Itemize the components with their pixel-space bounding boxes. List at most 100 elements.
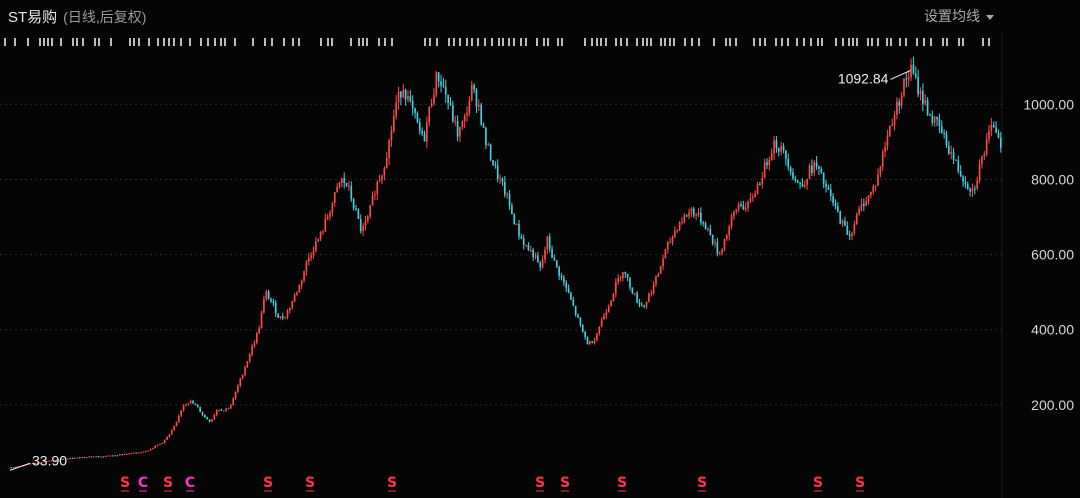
- candle-body: [485, 127, 487, 146]
- candle-body: [801, 184, 804, 187]
- candle-body: [773, 140, 775, 154]
- event-tick: [82, 38, 84, 46]
- candle-body: [303, 271, 305, 281]
- candle-body: [263, 298, 265, 313]
- candle-body: [104, 456, 107, 458]
- candle-body: [730, 216, 733, 227]
- event-tick: [605, 38, 607, 46]
- candle-body: [402, 89, 405, 98]
- candle-body: [593, 340, 596, 344]
- candle-body: [865, 201, 868, 206]
- candle-body: [822, 172, 825, 184]
- event-marker-s[interactable]: S: [617, 475, 627, 491]
- candle-body: [718, 252, 721, 254]
- candle-body: [385, 158, 388, 169]
- candle-body: [315, 241, 317, 251]
- candle-body: [189, 400, 192, 403]
- candle-body: [199, 407, 201, 413]
- candle-body: [364, 220, 367, 227]
- candle-body: [45, 460, 48, 462]
- candle-body: [310, 255, 312, 258]
- high-price-label: 1092.84: [838, 70, 889, 86]
- event-marker-s[interactable]: S: [305, 475, 315, 491]
- candle-body: [322, 231, 324, 233]
- candle-body: [222, 410, 225, 412]
- candle-body: [726, 235, 728, 240]
- event-tick: [781, 38, 783, 46]
- event-tick: [39, 38, 41, 46]
- candle-body: [305, 261, 308, 272]
- candle-body: [603, 315, 605, 320]
- event-marker-c[interactable]: C: [185, 475, 195, 491]
- candle-body: [178, 415, 180, 422]
- candle-body: [716, 242, 719, 254]
- candle-body: [695, 214, 697, 216]
- candle-body: [237, 385, 239, 392]
- candle-body: [381, 175, 383, 181]
- candle-body: [662, 258, 664, 267]
- candle-body: [787, 158, 790, 168]
- candle-body: [170, 430, 173, 435]
- event-tick: [557, 38, 559, 46]
- event-tick: [664, 38, 666, 46]
- candle-body: [766, 162, 768, 166]
- candle-body: [227, 407, 230, 409]
- candle-body: [633, 292, 636, 294]
- candle-body: [154, 445, 157, 449]
- event-tick: [835, 38, 837, 46]
- candle-body: [211, 419, 213, 422]
- candle-body: [917, 76, 919, 95]
- candle-body: [539, 262, 542, 268]
- event-tick: [133, 38, 135, 46]
- annotations: 1092.84 33.90: [9, 69, 911, 471]
- event-marker-s[interactable]: S: [387, 475, 397, 491]
- event-marker-s[interactable]: S: [120, 475, 130, 491]
- candle-body: [421, 130, 423, 134]
- event-tick: [292, 38, 294, 46]
- event-marker-s[interactable]: S: [263, 475, 273, 491]
- candle-body: [926, 100, 929, 115]
- candle-body: [905, 78, 908, 80]
- event-marker-s[interactable]: S: [697, 475, 707, 491]
- event-marker-s[interactable]: S: [535, 475, 545, 491]
- candle-body: [881, 151, 884, 168]
- candle-body: [565, 282, 568, 289]
- set-moving-average-button[interactable]: 设置均线: [924, 6, 994, 26]
- candle-body: [796, 180, 799, 184]
- candle-body: [255, 333, 258, 343]
- event-marker-s[interactable]: S: [163, 475, 173, 491]
- event-tick: [168, 38, 170, 46]
- event-marker-s[interactable]: S: [855, 475, 865, 491]
- candle-body: [605, 311, 608, 316]
- candle-body: [692, 208, 695, 216]
- candle-body: [948, 145, 950, 154]
- candle-body: [959, 171, 962, 177]
- candle-body: [64, 458, 67, 460]
- event-tick: [27, 38, 29, 46]
- candle-body: [983, 153, 986, 157]
- candle-body: [832, 196, 834, 204]
- event-tick: [899, 38, 901, 46]
- candle-body: [555, 260, 558, 267]
- event-tick: [946, 38, 948, 46]
- event-tick: [591, 38, 593, 46]
- candle-body: [596, 333, 598, 341]
- event-tick: [856, 38, 858, 46]
- candle-body: [289, 307, 291, 311]
- candle-body: [515, 223, 518, 225]
- candle-body: [829, 189, 832, 197]
- candle-body: [537, 255, 539, 263]
- candle-body: [12, 467, 15, 469]
- candle-body: [130, 453, 133, 455]
- candle-body: [251, 346, 253, 355]
- candle-body: [161, 443, 164, 445]
- candle-body: [426, 122, 428, 142]
- event-marker-s[interactable]: S: [813, 475, 823, 491]
- candle-body: [71, 458, 74, 460]
- event-marker-c[interactable]: C: [138, 475, 148, 491]
- candle-body: [733, 212, 735, 217]
- candle-body: [43, 461, 46, 463]
- candle-body: [126, 454, 128, 456]
- event-marker-s[interactable]: S: [560, 475, 570, 491]
